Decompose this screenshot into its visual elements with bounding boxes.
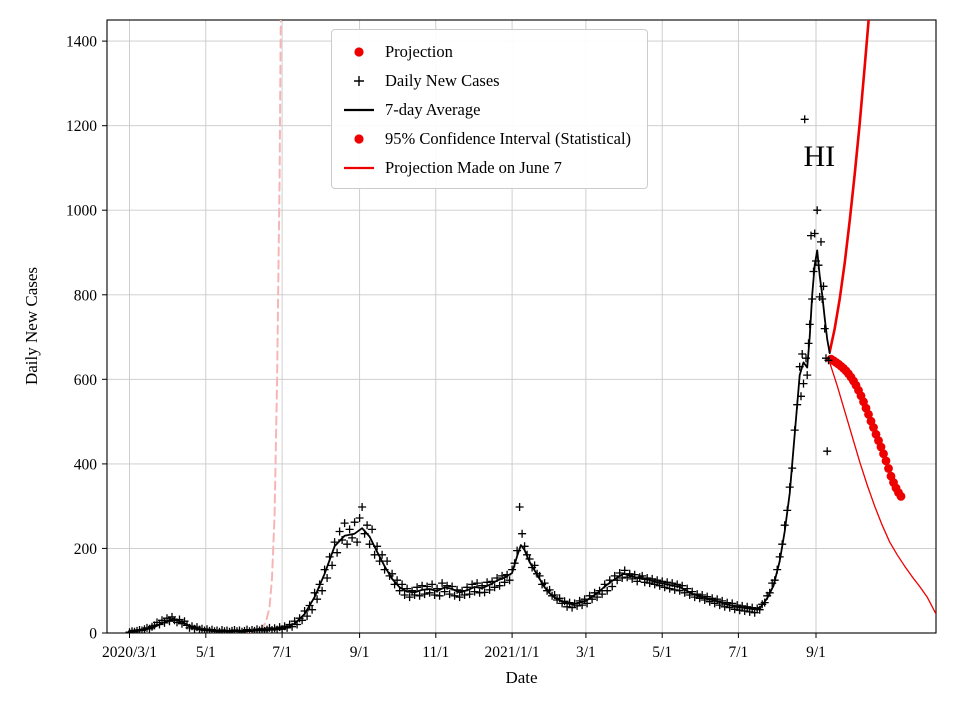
plot-frame [106,19,937,634]
legend-plus-icon [342,73,376,89]
legend-item-2: 7-day Average [342,97,631,123]
y-tick-label: 800 [74,287,98,304]
legend-item-0: Projection [342,39,631,65]
x-tick-label: 9/1 [350,644,370,661]
x-axis-label: Date [505,668,538,687]
ci-upper-curve [828,20,870,354]
ci-lower-curve [829,361,936,615]
x-tick-label: 2020/3/1 [102,644,157,661]
projection-dots [826,354,906,501]
x-tick-label: 2021/1/1 [485,644,540,661]
legend-label: 7-day Average [385,100,481,119]
legend-item-1: Daily New Cases [342,68,631,94]
x-tick-label: 5/1 [652,644,672,661]
legend-dot-icon [342,44,376,60]
y-tick-label: 200 [74,541,98,558]
y-tick-label: 400 [74,456,98,473]
x-tick-label: 9/1 [806,644,826,661]
legend-line-icon [342,102,376,118]
daily-new-cases [125,115,833,633]
y-tick-label: 0 [89,626,97,643]
y-tick-label: 1000 [66,203,97,220]
legend-item-3: 95% Confidence Interval (Statistical) [342,126,631,152]
x-tick-label: 7/1 [272,644,292,661]
x-tick-label: 7/1 [728,644,748,661]
y-axis-label: Daily New Cases [22,266,41,386]
old-projection-dashed [246,20,282,633]
legend-dot-icon [342,131,376,147]
y-tick-label: 1200 [66,118,97,135]
x-tick-label: 11/1 [422,644,449,661]
legend: Projection Daily New Cases 7-day Average 95… [331,29,649,189]
seven-day-average [128,249,831,632]
legend-label: 95% Confidence Interval (Statistical) [385,129,632,148]
legend-label: Daily New Cases [385,71,500,90]
legend-label: Projection Made on June 7 [385,158,562,177]
x-tick-label: 5/1 [196,644,216,661]
legend-line-icon [342,160,376,176]
x-tick-label: 3/1 [576,644,596,661]
legend-item-4: Projection Made on June 7 [342,155,631,181]
legend-label: Projection [385,42,453,61]
y-tick-label: 600 [74,372,98,389]
y-tick-label: 1400 [66,34,97,51]
annotation-hi: HI [804,140,836,173]
